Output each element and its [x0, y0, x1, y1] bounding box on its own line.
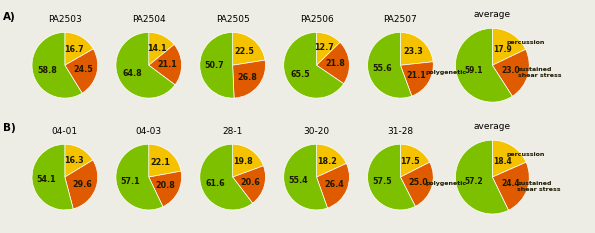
Text: 23.0: 23.0	[502, 66, 520, 75]
Wedge shape	[284, 32, 344, 98]
Text: 64.8: 64.8	[122, 69, 142, 78]
Wedge shape	[65, 49, 98, 93]
Text: 55.6: 55.6	[372, 64, 392, 73]
Title: 28-1: 28-1	[223, 127, 243, 136]
Text: polygenetic: polygenetic	[426, 70, 467, 75]
Title: PA2503: PA2503	[48, 15, 82, 24]
Text: 26.8: 26.8	[237, 73, 257, 82]
Wedge shape	[400, 32, 433, 65]
Text: 26.4: 26.4	[324, 180, 344, 189]
Wedge shape	[400, 62, 433, 96]
Title: average: average	[474, 122, 511, 131]
Text: 17.5: 17.5	[400, 157, 420, 166]
Wedge shape	[32, 144, 73, 210]
Wedge shape	[233, 32, 265, 65]
Text: 58.8: 58.8	[37, 66, 57, 75]
Text: 57.5: 57.5	[372, 177, 392, 186]
Text: 59.1: 59.1	[465, 66, 483, 75]
Wedge shape	[32, 32, 82, 98]
Title: PA2504: PA2504	[132, 15, 165, 24]
Text: 65.5: 65.5	[290, 69, 310, 79]
Text: 20.8: 20.8	[155, 181, 176, 190]
Wedge shape	[400, 144, 430, 177]
Title: PA2506: PA2506	[300, 15, 333, 24]
Text: 23.3: 23.3	[403, 47, 423, 56]
Text: percussion: percussion	[507, 152, 545, 157]
Text: 12.7: 12.7	[314, 44, 334, 52]
Text: 24.5: 24.5	[73, 65, 93, 74]
Text: 20.6: 20.6	[241, 178, 261, 187]
Title: average: average	[474, 10, 511, 19]
Wedge shape	[456, 140, 509, 214]
Title: 04-03: 04-03	[136, 127, 162, 136]
Text: 55.4: 55.4	[288, 176, 308, 185]
Text: 57.2: 57.2	[464, 177, 483, 186]
Text: percussion: percussion	[506, 40, 545, 45]
Wedge shape	[149, 32, 174, 65]
Text: 21.1: 21.1	[406, 71, 426, 80]
Title: PA2507: PA2507	[384, 15, 417, 24]
Text: 19.8: 19.8	[233, 157, 253, 166]
Title: PA2505: PA2505	[216, 15, 249, 24]
Text: sustained
shear stress: sustained shear stress	[517, 181, 561, 192]
Wedge shape	[493, 162, 529, 210]
Wedge shape	[317, 164, 349, 208]
Wedge shape	[368, 32, 412, 98]
Wedge shape	[116, 32, 175, 98]
Wedge shape	[65, 160, 98, 209]
Text: sustained
shear stress: sustained shear stress	[518, 67, 562, 78]
Wedge shape	[317, 42, 349, 84]
Wedge shape	[116, 144, 163, 210]
Wedge shape	[149, 144, 181, 177]
Wedge shape	[317, 144, 346, 177]
Text: B): B)	[3, 123, 15, 134]
Text: 16.3: 16.3	[64, 156, 84, 165]
Title: 31-28: 31-28	[387, 127, 414, 136]
Text: 21.8: 21.8	[325, 59, 345, 68]
Wedge shape	[65, 144, 93, 177]
Wedge shape	[492, 140, 526, 177]
Text: 16.7: 16.7	[64, 45, 84, 54]
Text: 54.1: 54.1	[36, 175, 56, 184]
Wedge shape	[492, 28, 525, 65]
Wedge shape	[368, 144, 415, 210]
Wedge shape	[493, 49, 529, 96]
Text: 57.1: 57.1	[121, 177, 140, 186]
Wedge shape	[65, 32, 93, 65]
Text: 22.5: 22.5	[235, 47, 255, 55]
Text: 14.1: 14.1	[147, 44, 167, 53]
Text: A): A)	[3, 12, 15, 22]
Title: 04-01: 04-01	[52, 127, 78, 136]
Wedge shape	[233, 144, 264, 177]
Wedge shape	[400, 162, 433, 206]
Text: 17.9: 17.9	[493, 45, 512, 54]
Wedge shape	[284, 144, 327, 210]
Text: 21.1: 21.1	[158, 60, 177, 69]
Text: 50.7: 50.7	[204, 61, 224, 70]
Wedge shape	[149, 45, 181, 85]
Wedge shape	[317, 32, 340, 65]
Text: 18.4: 18.4	[493, 157, 512, 165]
Wedge shape	[233, 166, 265, 203]
Text: 22.1: 22.1	[151, 158, 171, 167]
Text: polygenetic: polygenetic	[425, 181, 466, 185]
Wedge shape	[233, 60, 265, 98]
Wedge shape	[149, 171, 181, 207]
Wedge shape	[200, 144, 253, 210]
Text: 25.0: 25.0	[408, 178, 428, 187]
Title: 30-20: 30-20	[303, 127, 330, 136]
Wedge shape	[456, 28, 512, 102]
Text: 61.6: 61.6	[205, 178, 225, 188]
Text: 29.6: 29.6	[73, 180, 92, 188]
Text: 24.4: 24.4	[501, 179, 519, 188]
Wedge shape	[200, 32, 234, 98]
Text: 18.2: 18.2	[317, 157, 337, 166]
